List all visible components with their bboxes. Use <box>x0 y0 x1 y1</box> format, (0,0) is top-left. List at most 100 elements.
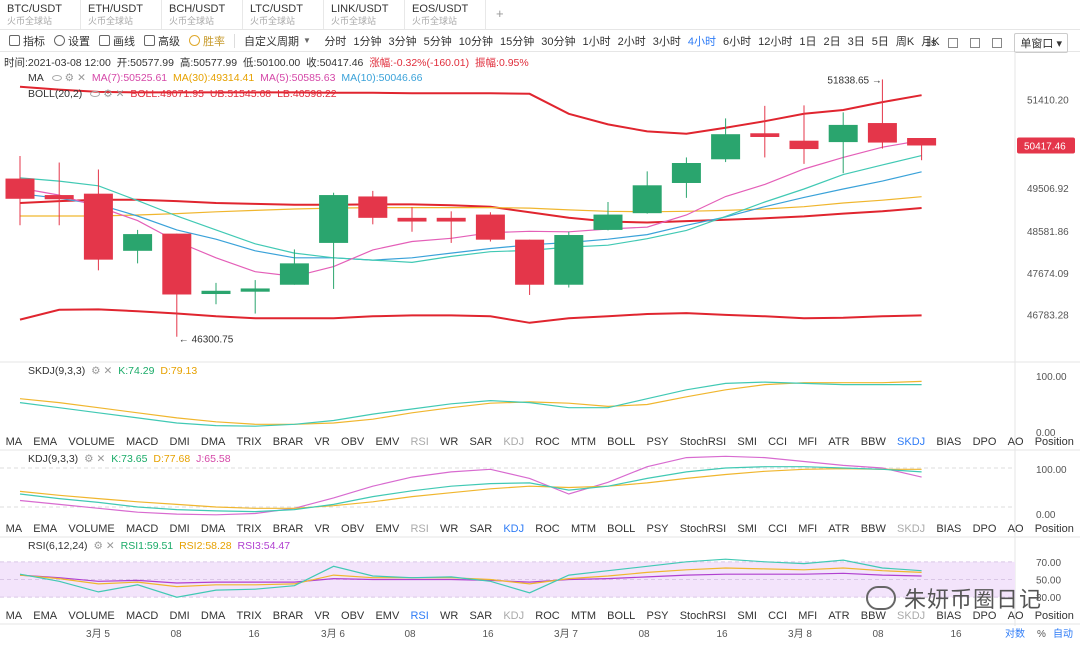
pair-tab-eos[interactable]: EOS/USDT 火币全球站 <box>405 0 486 29</box>
draw-button[interactable]: 画线 <box>90 33 135 49</box>
period-option[interactable]: 15分钟 <box>500 35 535 48</box>
period-option[interactable]: 3分钟 <box>388 35 417 48</box>
period-option[interactable]: 5分钟 <box>423 35 452 48</box>
indicator-option[interactable]: DMI <box>169 523 190 535</box>
indicator-option[interactable]: OBV <box>341 610 365 622</box>
indicator-option[interactable]: KDJ <box>503 610 525 622</box>
indicator-option[interactable]: SAR <box>469 610 493 622</box>
indicator-option[interactable]: VR <box>314 610 330 622</box>
indicator-option[interactable]: VOLUME <box>68 523 115 535</box>
indicator-option[interactable]: AO <box>1007 436 1024 448</box>
indicator-option[interactable]: TRIX <box>236 436 262 448</box>
indicator-option[interactable]: TRIX <box>236 523 262 535</box>
indicator-option[interactable]: DPO <box>972 610 997 622</box>
indicator-option[interactable]: CCI <box>768 523 788 535</box>
period-option[interactable]: 12小时 <box>758 35 793 48</box>
indicator-option[interactable]: SKDJ <box>897 523 926 535</box>
indicator-option[interactable]: EMA <box>33 436 58 448</box>
period-option[interactable]: 5日 <box>871 35 889 48</box>
indicator-option[interactable]: BBW <box>860 610 886 622</box>
indicator-option[interactable]: RSI <box>410 523 429 535</box>
period-option[interactable]: 2小时 <box>617 35 646 48</box>
indicator-option[interactable]: StochRSI <box>679 436 727 448</box>
indicator-option[interactable]: PSY <box>646 523 669 535</box>
axis-mode-toggle[interactable]: 对数 <box>1005 627 1025 640</box>
gear-icon[interactable]: ⚙ <box>64 72 75 84</box>
pair-tab-ltc[interactable]: LTC/USDT 火币全球站 <box>243 0 324 29</box>
indicator-option[interactable]: WR <box>440 523 459 535</box>
indicator-option[interactable]: AO <box>1007 523 1024 535</box>
indicator-option[interactable]: DPO <box>972 436 997 448</box>
indicator-option[interactable]: SAR <box>469 523 493 535</box>
close-icon[interactable]: ✕ <box>115 88 125 100</box>
indicator-option[interactable]: OBV <box>341 436 365 448</box>
indicator-option[interactable]: MTM <box>570 523 596 535</box>
indicator-option[interactable]: ATR <box>828 523 850 535</box>
indicator-option[interactable]: RSI <box>410 436 429 448</box>
indicator-option[interactable]: ROC <box>535 610 560 622</box>
indicator-option[interactable]: CCI <box>768 436 788 448</box>
indicator-option[interactable]: TRIX <box>236 610 262 622</box>
indicator-option[interactable]: MTM <box>570 610 596 622</box>
indicator-option[interactable]: DMA <box>200 610 226 622</box>
indicator-option[interactable]: BBW <box>860 436 886 448</box>
indicator-option[interactable]: EMV <box>375 523 400 535</box>
indicator-option[interactable]: BBW <box>860 523 886 535</box>
fullscreen-icon[interactable] <box>992 38 1003 48</box>
gear-icon[interactable]: ⚙ <box>91 365 101 377</box>
indicator-option[interactable]: DMI <box>169 436 190 448</box>
indicator-option[interactable]: MFI <box>798 523 818 535</box>
indicator-option[interactable]: VOLUME <box>68 436 115 448</box>
indicators-button[interactable]: 指标 <box>0 33 45 49</box>
pair-tab-link[interactable]: LINK/USDT 火币全球站 <box>324 0 405 29</box>
indicator-option[interactable]: ATR <box>828 436 850 448</box>
period-option[interactable]: 2日 <box>823 35 841 48</box>
indicator-option[interactable]: SMI <box>737 610 757 622</box>
indicator-option[interactable]: VR <box>314 436 330 448</box>
indicator-option[interactable]: ATR <box>828 610 850 622</box>
indicator-option[interactable]: AO <box>1007 610 1024 622</box>
indicator-option[interactable]: MFI <box>798 610 818 622</box>
indicator-option[interactable]: ROC <box>535 523 560 535</box>
indicator-option[interactable]: BRAR <box>272 610 304 622</box>
axis-mode-toggle[interactable]: % <box>1037 629 1046 640</box>
advanced-button[interactable]: 高级 <box>135 33 180 49</box>
indicator-option[interactable]: MA <box>5 523 23 535</box>
indicator-option[interactable]: KDJ <box>503 523 525 535</box>
indicator-option[interactable]: VOLUME <box>68 610 115 622</box>
indicator-option[interactable]: KDJ <box>503 436 525 448</box>
win-rate-button[interactable]: 胜率 <box>180 33 225 49</box>
indicator-option[interactable]: SMI <box>737 523 757 535</box>
indicator-option[interactable]: DMA <box>200 436 226 448</box>
period-option[interactable]: 分时 <box>324 35 347 48</box>
gear-icon[interactable]: ⚙ <box>84 453 94 465</box>
indicator-option[interactable]: StochRSI <box>679 523 727 535</box>
close-icon[interactable]: ✕ <box>103 365 113 377</box>
indicator-option[interactable]: BOLL <box>607 610 636 622</box>
indicator-option[interactable]: SKDJ <box>897 610 926 622</box>
period-option[interactable]: 6小时 <box>723 35 752 48</box>
indicator-option[interactable]: VR <box>314 523 330 535</box>
indicator-option[interactable]: MACD <box>125 523 159 535</box>
indicator-option[interactable]: MA <box>5 610 23 622</box>
indicator-option[interactable]: EMV <box>375 610 400 622</box>
period-option[interactable]: 1日 <box>799 35 817 48</box>
close-icon[interactable]: ✕ <box>96 453 106 465</box>
period-option[interactable]: 1小时 <box>582 35 611 48</box>
indicator-option[interactable]: DMA <box>200 523 226 535</box>
close-icon[interactable]: ✕ <box>77 72 86 84</box>
period-option[interactable]: 3小时 <box>652 35 681 48</box>
indicator-option[interactable]: BRAR <box>272 436 304 448</box>
indicator-option[interactable]: EMA <box>33 610 58 622</box>
indicator-option[interactable]: BIAS <box>936 610 962 622</box>
pair-tab-bch[interactable]: BCH/USDT 火币全球站 <box>162 0 243 29</box>
seconds-button[interactable]: 1s <box>924 37 937 49</box>
period-option[interactable]: 4小时 <box>687 35 717 48</box>
eye-icon[interactable] <box>90 91 101 98</box>
gear-icon[interactable]: ⚙ <box>103 88 113 100</box>
indicator-option[interactable]: SKDJ <box>897 436 926 448</box>
indicator-option[interactable]: WR <box>440 610 459 622</box>
period-option[interactable]: 10分钟 <box>458 35 494 48</box>
indicator-option[interactable]: BOLL <box>607 436 636 448</box>
